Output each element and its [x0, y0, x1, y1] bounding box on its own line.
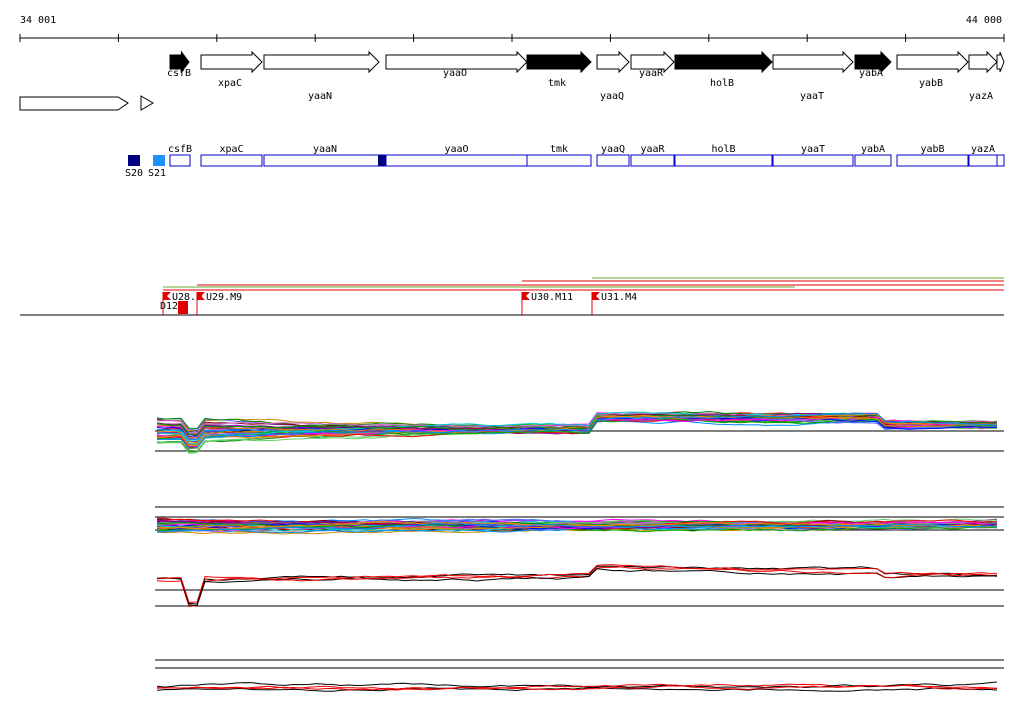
expression-line	[156, 564, 998, 603]
gene-label: yaaQ	[600, 91, 624, 102]
gene-arrow	[630, 50, 675, 74]
expression-line	[156, 415, 998, 439]
gene-box-label: yaaT	[801, 144, 825, 155]
marker-label: U30.M11	[531, 292, 573, 303]
gene-box-label: yaaQ	[601, 144, 625, 155]
gene-box-label: yazA	[971, 144, 995, 155]
gene-label: yaaO	[443, 68, 467, 79]
gene-arrow	[385, 50, 528, 74]
expression-line	[156, 411, 998, 445]
gene-label: yabB	[919, 78, 943, 89]
gene-box-label: tmk	[550, 144, 568, 155]
gene-box-label: yaaO	[444, 144, 468, 155]
gene-box	[385, 154, 528, 167]
feature	[378, 155, 386, 166]
gene-arrow	[674, 50, 773, 74]
gene-label: holB	[710, 78, 734, 89]
gene-box-label: csfB	[168, 144, 192, 155]
gene-label: yaaT	[800, 91, 824, 102]
flag	[197, 292, 205, 300]
gene-box	[896, 154, 969, 167]
gene-box-label: holB	[711, 144, 735, 155]
gene-arrow	[896, 50, 969, 74]
gene-arrow	[772, 50, 854, 74]
gene-box-label: xpaC	[219, 144, 243, 155]
gene-arrow	[996, 51, 1005, 73]
flag	[522, 292, 530, 300]
marker-label: U28.M	[172, 292, 202, 303]
gene-box-label: yabB	[920, 144, 944, 155]
expression-line	[157, 412, 998, 449]
ruler-end: 44 000	[966, 15, 1002, 26]
marker-label: U31.M4	[601, 292, 637, 303]
gene-box	[772, 154, 854, 167]
ruler-start: 34 001	[20, 15, 56, 26]
region-label: S20	[125, 168, 143, 179]
gene-box	[263, 154, 387, 167]
flag	[592, 292, 600, 300]
gene-box	[630, 154, 675, 167]
gene-box-label: yaaN	[313, 144, 337, 155]
expression-line	[156, 566, 997, 607]
expression-line	[156, 416, 998, 454]
expression-line	[156, 565, 998, 605]
expression-line	[156, 568, 998, 607]
gene-box	[996, 154, 1005, 167]
expression-line	[156, 413, 998, 446]
gene-arrow	[140, 95, 154, 111]
gene-box	[674, 154, 773, 167]
region	[128, 155, 140, 166]
gene-arrow	[200, 50, 263, 74]
gene-arrow	[19, 96, 129, 111]
gene-label: yazA	[969, 91, 993, 102]
gene-label: yaaR	[639, 68, 664, 79]
gene-box	[200, 154, 263, 167]
marker-label: D12	[160, 301, 178, 312]
region	[153, 155, 165, 166]
gene-label: tmk	[548, 78, 566, 89]
gene-arrow	[169, 50, 190, 74]
gene-arrow	[263, 50, 380, 74]
gene-box-label: yabA	[861, 144, 885, 155]
region-label: S21	[148, 168, 166, 179]
expression-line	[156, 683, 998, 691]
gene-label: yabA	[859, 68, 883, 79]
expression-line	[156, 520, 998, 530]
gene-arrow	[854, 50, 892, 74]
gene-label: yaaN	[308, 91, 332, 102]
gene-box	[526, 154, 592, 167]
gene-box	[169, 154, 191, 167]
gene-label: xpaC	[218, 78, 242, 89]
expression-line	[156, 686, 998, 692]
gene-label: csfB	[167, 68, 191, 79]
gene-arrow	[968, 50, 998, 74]
marker-box	[178, 301, 188, 314]
gene-box	[596, 154, 630, 167]
gene-box	[854, 154, 892, 167]
gene-arrow	[526, 50, 592, 74]
gene-arrow	[596, 50, 630, 74]
marker-label: U29.M9	[206, 292, 242, 303]
gene-box	[968, 154, 998, 167]
expression-line	[156, 522, 998, 533]
gene-box-label: yaaR	[640, 144, 665, 155]
flag	[163, 292, 171, 300]
